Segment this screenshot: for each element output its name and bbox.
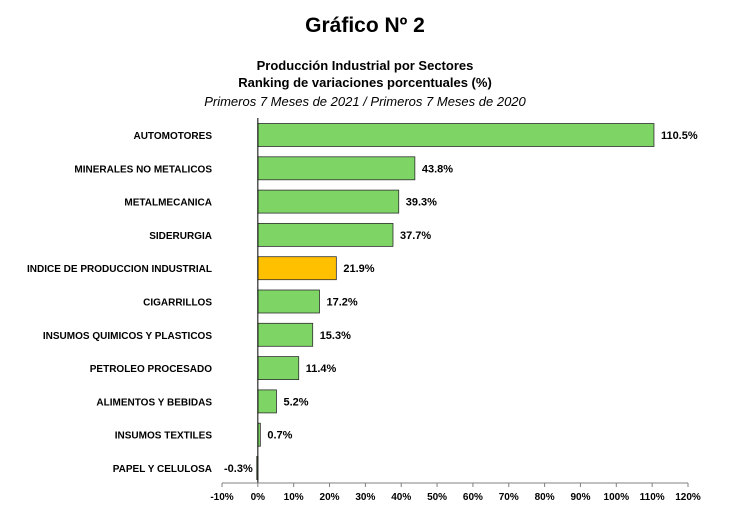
x-tick-label: 120% (675, 492, 701, 503)
value-label: 15.3% (320, 330, 351, 342)
x-tick-label: 30% (355, 492, 375, 503)
bar (257, 156, 416, 181)
value-label: 21.9% (343, 263, 374, 275)
value-label: 17.2% (327, 297, 358, 309)
value-label: 37.7% (400, 230, 431, 242)
category-label: PAPEL Y CELULOSA (113, 464, 212, 475)
x-tick-label: 40% (391, 492, 411, 503)
x-tick-label: 90% (570, 492, 590, 503)
bar (257, 256, 337, 281)
x-tick-label: 0% (251, 492, 266, 503)
value-label: 43.8% (422, 163, 453, 175)
x-tick-label: 10% (284, 492, 304, 503)
category-label: INSUMOS QUIMICOS Y PLASTICOS (43, 331, 212, 342)
category-label: MINERALES NO METALICOS (74, 164, 212, 175)
category-label: CIGARRILLOS (143, 298, 212, 309)
value-label: 5.2% (283, 396, 308, 408)
value-label: 11.4% (306, 363, 337, 375)
x-tick-label: 50% (427, 492, 447, 503)
x-tick-label: 100% (604, 492, 630, 503)
category-label: INDICE DE PRODUCCION INDUSTRIAL (27, 264, 212, 275)
bar (257, 322, 314, 347)
value-label: -0.3% (224, 463, 253, 475)
x-tick-label: 70% (499, 492, 519, 503)
x-tick-label: -10% (210, 492, 233, 503)
category-label: AUTOMOTORES (133, 131, 212, 142)
x-tick-label: 20% (320, 492, 340, 503)
category-label: INSUMOS TEXTILES (115, 431, 213, 442)
bar (257, 356, 300, 381)
category-label: METALMECANICA (124, 198, 212, 209)
chart-subtitle-1: Producción Industrial por Sectores (256, 58, 474, 73)
x-tick-label: 60% (463, 492, 483, 503)
category-label: ALIMENTOS Y BEBIDAS (96, 397, 212, 408)
x-tick-label: 80% (535, 492, 555, 503)
value-label: 110.5% (661, 130, 698, 142)
chart-subtitle-2: Ranking de variaciones porcentuales (%) (238, 75, 492, 90)
bar (257, 222, 394, 247)
x-tick-label: 110% (640, 492, 665, 503)
bar (257, 389, 277, 414)
chart-title: Gráfico Nº 2 (305, 14, 425, 37)
value-label: 0.7% (267, 430, 292, 442)
category-label: PETROLEO PROCESADO (90, 364, 212, 375)
bar (257, 189, 400, 214)
value-label: 39.3% (406, 197, 437, 209)
category-label: SIDERURGIA (149, 231, 212, 242)
bar (257, 289, 320, 314)
bar (257, 123, 655, 147)
chart-subtitle-3: Primeros 7 Meses de 2021 / Primeros 7 Me… (204, 94, 526, 109)
